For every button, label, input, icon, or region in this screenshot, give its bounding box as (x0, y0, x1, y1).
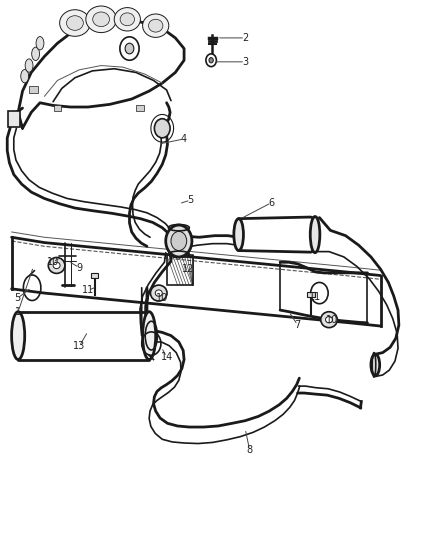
Ellipse shape (120, 13, 134, 26)
Text: 10: 10 (47, 257, 59, 267)
Bar (91, 273, 99, 278)
Ellipse shape (36, 37, 44, 50)
Circle shape (311, 282, 328, 304)
Ellipse shape (325, 317, 332, 323)
Ellipse shape (48, 257, 65, 273)
Bar (307, 292, 314, 297)
Ellipse shape (93, 12, 110, 27)
Text: 12: 12 (182, 264, 194, 274)
Ellipse shape (143, 312, 155, 360)
Ellipse shape (86, 6, 117, 33)
Ellipse shape (150, 285, 167, 301)
Text: 14: 14 (160, 352, 173, 362)
Circle shape (171, 231, 187, 251)
Circle shape (154, 119, 170, 138)
Ellipse shape (60, 10, 90, 36)
Ellipse shape (155, 290, 162, 296)
Ellipse shape (67, 15, 83, 30)
Ellipse shape (234, 219, 244, 251)
Ellipse shape (32, 47, 39, 61)
Ellipse shape (21, 69, 28, 83)
Ellipse shape (12, 312, 25, 360)
Ellipse shape (371, 354, 380, 375)
Bar (8, 111, 20, 127)
Text: 7: 7 (294, 320, 301, 330)
Ellipse shape (310, 216, 320, 253)
Text: 11: 11 (309, 292, 321, 302)
Circle shape (125, 43, 134, 54)
Text: 8: 8 (247, 445, 253, 455)
Circle shape (120, 37, 139, 60)
Circle shape (166, 225, 192, 257)
Bar (29, 86, 38, 93)
Text: 5: 5 (14, 293, 21, 303)
Ellipse shape (53, 262, 60, 269)
Text: 9: 9 (76, 263, 82, 272)
Text: 5: 5 (187, 195, 194, 205)
Ellipse shape (114, 7, 141, 31)
Ellipse shape (321, 312, 337, 328)
Ellipse shape (143, 14, 169, 37)
Ellipse shape (148, 19, 163, 32)
Text: 10: 10 (326, 314, 339, 325)
Bar (137, 106, 145, 111)
Bar (53, 106, 61, 111)
Text: 11: 11 (82, 286, 94, 295)
Text: 4: 4 (181, 134, 187, 144)
Text: 1: 1 (15, 306, 21, 317)
Text: 6: 6 (268, 198, 275, 208)
Circle shape (209, 58, 213, 63)
Ellipse shape (25, 59, 33, 72)
Circle shape (206, 54, 216, 67)
Text: 13: 13 (73, 341, 85, 351)
Text: 10: 10 (156, 293, 168, 303)
Text: 2: 2 (242, 33, 248, 43)
Text: 3: 3 (242, 57, 248, 67)
